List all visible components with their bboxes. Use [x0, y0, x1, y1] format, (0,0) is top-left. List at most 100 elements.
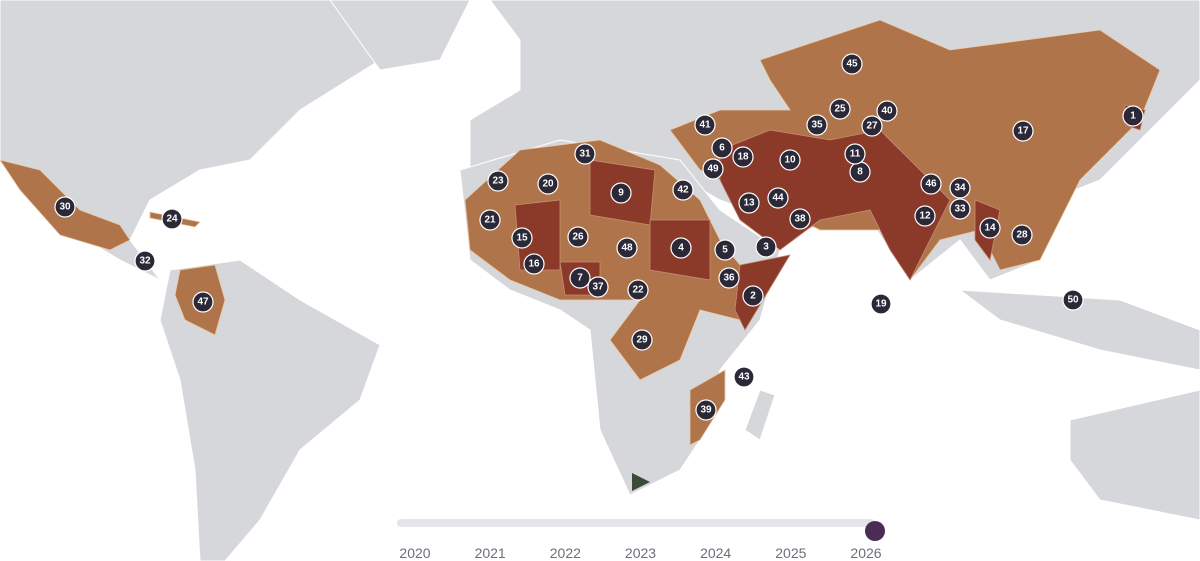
- marker[interactable]: 15: [511, 227, 533, 249]
- marker[interactable]: 13: [738, 192, 760, 214]
- marker[interactable]: 11: [844, 143, 866, 165]
- year-label[interactable]: 2025: [775, 545, 806, 561]
- marker-dot: [587, 276, 609, 298]
- marker[interactable]: 35: [806, 114, 828, 136]
- marker-label: 10: [784, 155, 796, 166]
- marker-dot: [134, 250, 156, 272]
- marker-label: 25: [834, 104, 846, 115]
- play-button[interactable]: [632, 473, 650, 491]
- year-label[interactable]: 2021: [475, 545, 506, 561]
- marker-dot: [567, 226, 589, 248]
- marker[interactable]: 17: [1012, 120, 1034, 142]
- marker-dot: [1012, 120, 1034, 142]
- marker-label: 18: [737, 152, 749, 163]
- marker[interactable]: 25: [829, 98, 851, 120]
- marker[interactable]: 48: [616, 237, 638, 259]
- marker[interactable]: 40: [876, 100, 898, 122]
- marker-dot: [631, 329, 653, 351]
- marker[interactable]: 50: [1062, 289, 1084, 311]
- marker[interactable]: 20: [537, 173, 559, 195]
- marker-label: 38: [794, 214, 806, 225]
- marker[interactable]: 49: [702, 158, 724, 180]
- marker-dot: [861, 115, 883, 137]
- marker-label: 13: [743, 198, 755, 209]
- marker[interactable]: 6: [711, 137, 733, 159]
- marker-label: 31: [579, 149, 591, 160]
- marker-dot: [672, 179, 694, 201]
- marker[interactable]: 31: [574, 143, 596, 165]
- marker-label: 37: [592, 282, 604, 293]
- marker[interactable]: 26: [567, 226, 589, 248]
- marker-dot: [767, 187, 789, 209]
- marker-dot: [695, 399, 717, 421]
- marker-dot: [738, 192, 760, 214]
- marker-dot: [1011, 224, 1033, 246]
- year-label[interactable]: 2023: [625, 545, 656, 561]
- marker[interactable]: 27: [861, 115, 883, 137]
- marker[interactable]: 12: [914, 205, 936, 227]
- marker[interactable]: 37: [587, 276, 609, 298]
- marker-dot: [733, 366, 755, 388]
- marker[interactable]: 1: [1122, 105, 1144, 127]
- marker-label: 35: [811, 120, 823, 131]
- timeline-track[interactable]: [397, 519, 875, 527]
- marker[interactable]: 10: [779, 149, 801, 171]
- marker[interactable]: 47: [192, 291, 214, 313]
- marker[interactable]: 18: [732, 146, 754, 168]
- marker-label: 39: [700, 405, 712, 416]
- marker[interactable]: 22: [627, 279, 649, 301]
- year-label[interactable]: 2020: [399, 545, 430, 561]
- marker[interactable]: 28: [1011, 224, 1033, 246]
- marker[interactable]: 23: [487, 170, 509, 192]
- marker-label: 27: [866, 121, 878, 132]
- marker[interactable]: 8: [849, 161, 871, 183]
- marker[interactable]: 36: [718, 267, 740, 289]
- marker-dot: [1062, 289, 1084, 311]
- marker-dot: [487, 170, 509, 192]
- marker-label: 1: [1130, 111, 1136, 122]
- marker-dot: [829, 98, 851, 120]
- marker[interactable]: 34: [949, 177, 971, 199]
- marker[interactable]: 30: [54, 196, 76, 218]
- marker[interactable]: 46: [920, 173, 942, 195]
- marker[interactable]: 2: [742, 285, 764, 307]
- marker-label: 16: [528, 259, 540, 270]
- marker-label: 7: [577, 273, 583, 284]
- marker[interactable]: 16: [523, 253, 545, 275]
- marker[interactable]: 5: [714, 239, 736, 261]
- marker-dot: [192, 291, 214, 313]
- marker[interactable]: 4: [670, 237, 692, 259]
- marker[interactable]: 42: [672, 179, 694, 201]
- marker-label: 30: [59, 202, 71, 213]
- marker[interactable]: 29: [631, 329, 653, 351]
- marker[interactable]: 45: [841, 53, 863, 75]
- marker[interactable]: 32: [134, 250, 156, 272]
- marker[interactable]: 43: [733, 366, 755, 388]
- marker[interactable]: 3: [755, 236, 777, 258]
- marker[interactable]: 44: [767, 187, 789, 209]
- year-label[interactable]: 2022: [550, 545, 581, 561]
- marker[interactable]: 38: [789, 208, 811, 230]
- year-label[interactable]: 2026: [850, 545, 881, 561]
- marker-label: 26: [572, 232, 584, 243]
- marker-label: 24: [166, 214, 178, 225]
- marker[interactable]: 33: [949, 198, 971, 220]
- marker-dot: [1122, 105, 1144, 127]
- marker-label: 4: [678, 243, 684, 254]
- marker[interactable]: 9: [610, 182, 632, 204]
- marker[interactable]: 21: [479, 209, 501, 231]
- marker[interactable]: 19: [870, 293, 892, 315]
- marker[interactable]: 24: [161, 208, 183, 230]
- timeline-knob[interactable]: [865, 521, 885, 541]
- marker[interactable]: 7: [569, 267, 591, 289]
- marker-label: 23: [492, 176, 504, 187]
- marker[interactable]: 41: [694, 114, 716, 136]
- marker-dot: [870, 293, 892, 315]
- marker[interactable]: 39: [695, 399, 717, 421]
- year-label[interactable]: 2024: [700, 545, 731, 561]
- marker-dot: [574, 143, 596, 165]
- marker-dot: [714, 239, 736, 261]
- marker[interactable]: 14: [979, 217, 1001, 239]
- marker-dot: [789, 208, 811, 230]
